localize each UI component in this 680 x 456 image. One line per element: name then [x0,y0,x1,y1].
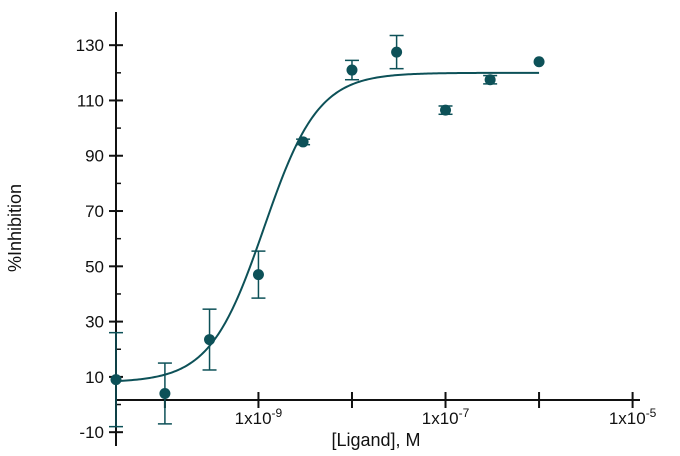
data-point [483,74,498,86]
data-marker [440,104,452,116]
y-tick-label: 50 [85,257,104,276]
data-marker [159,387,171,399]
data-marker [484,74,496,86]
fit-curve-layer [115,71,540,383]
data-marker [252,269,264,281]
x-axis: 1x10-9 1x10-7 1x10-5 [116,392,657,428]
data-marker [110,374,122,386]
y-tick-label: 110 [77,91,104,110]
data-point [296,136,311,148]
x-tick-label: 1x10-7 [422,406,470,428]
y-tick-label: 10 [85,368,104,387]
x-tick-label: 1x10-9 [235,406,283,428]
y-tick-label: 130 [76,36,104,55]
data-marker [204,334,216,346]
data-point [202,308,217,371]
data-point [251,250,266,299]
data-point [109,331,123,428]
data-point [344,59,359,81]
data-marker [391,46,403,58]
y-axis: -10 10 30 50 70 90 110 130 [76,12,123,446]
x-tick-label: 1x10-5 [609,406,657,428]
data-point [157,362,172,425]
data-point [389,34,404,70]
data-marker [297,136,309,148]
y-tick-label: -10 [79,423,104,442]
y-axis-title: %Inhibition [5,184,25,272]
y-tick-label: 30 [85,313,104,332]
data-point [438,104,453,116]
data-points-layer [109,34,545,428]
data-marker [346,64,358,76]
y-tick-label: 90 [85,147,104,166]
y-tick-label: 70 [85,202,104,221]
data-marker [533,56,545,68]
x-axis-title: [Ligand], M [331,430,420,450]
fit-curve [115,71,540,383]
data-point [533,56,545,68]
